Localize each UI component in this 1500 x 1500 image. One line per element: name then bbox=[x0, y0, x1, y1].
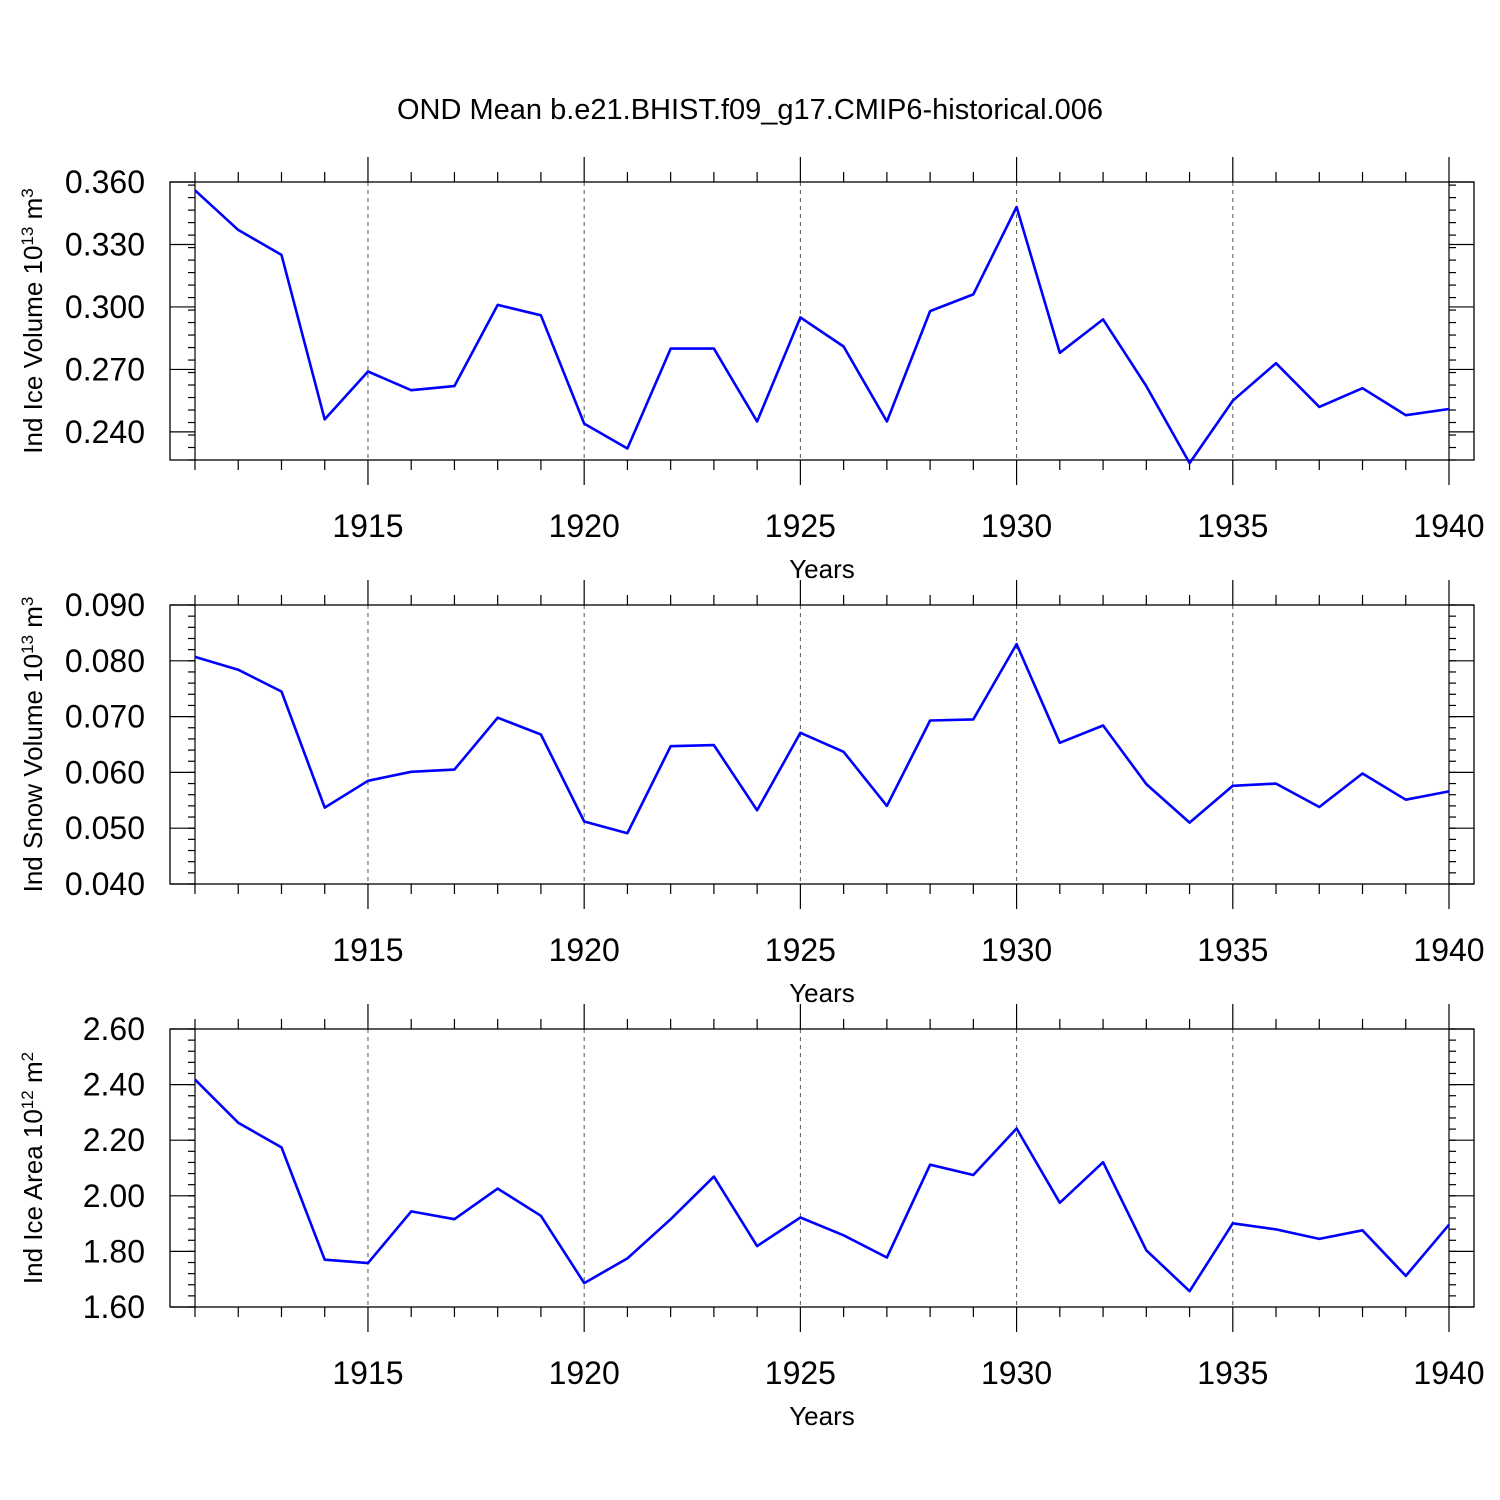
x-tick-label: 1935 bbox=[1197, 1355, 1268, 1391]
x-tick-label: 1915 bbox=[332, 932, 403, 968]
x-tick-label: 1940 bbox=[1413, 932, 1484, 968]
x-tick-label: 1935 bbox=[1197, 508, 1268, 544]
x-tick-label: 1930 bbox=[981, 508, 1052, 544]
y-tick-label: 0.360 bbox=[65, 164, 145, 200]
x-tick-label: 1920 bbox=[549, 932, 620, 968]
plot-frame bbox=[169, 604, 1475, 885]
y-tick-label: 2.20 bbox=[83, 1122, 145, 1158]
x-tick-label: 1925 bbox=[765, 932, 836, 968]
y-tick-label: 1.80 bbox=[83, 1233, 145, 1269]
x-tick-label: 1940 bbox=[1413, 1355, 1484, 1391]
x-tick-label: 1920 bbox=[549, 508, 620, 544]
y-tick-label: 0.240 bbox=[65, 414, 145, 450]
figure-title: OND Mean b.e21.BHIST.f09_g17.CMIP6-histo… bbox=[397, 94, 1103, 126]
y-tick-label: 0.270 bbox=[65, 351, 145, 387]
x-tick-label: 1925 bbox=[765, 1355, 836, 1391]
panel-3: 1.60 1.80 2.00 2.20 2.40 2.60 1915 1920 1925 1930… bbox=[18, 1004, 1485, 1431]
y-tick-label: 0.330 bbox=[65, 226, 145, 262]
panel-1: 0.240 0.270 0.300 0.330 0.360 1915 1920 1925 193… bbox=[18, 157, 1485, 584]
x-tick-label: 1940 bbox=[1413, 508, 1484, 544]
x-tick-label: 1915 bbox=[332, 508, 403, 544]
plot-frame bbox=[169, 181, 1475, 461]
x-tick-label: 1930 bbox=[981, 1355, 1052, 1391]
x-axis-label: Years bbox=[789, 978, 855, 1008]
y-tick-label: 2.40 bbox=[83, 1067, 145, 1103]
panel-2: 0.040 0.050 0.060 0.070 0.080 0.090 1915 1920 19… bbox=[18, 580, 1485, 1008]
series-line bbox=[194, 189, 1450, 465]
series-line bbox=[194, 1078, 1450, 1293]
x-axis-label: Years bbox=[789, 554, 855, 584]
x-tick-label: 1930 bbox=[981, 932, 1052, 968]
y-axis-label: Ind Ice Area 1012 m2 bbox=[18, 1052, 49, 1284]
y-tick-label: 2.00 bbox=[83, 1178, 145, 1214]
x-axis-label: Years bbox=[789, 1401, 855, 1431]
x-tick-label: 1920 bbox=[549, 1355, 620, 1391]
y-tick-label: 1.60 bbox=[83, 1289, 145, 1325]
y-tick-label: 0.040 bbox=[65, 866, 145, 902]
y-tick-label: 0.050 bbox=[65, 810, 145, 846]
x-tick-label: 1915 bbox=[332, 1355, 403, 1391]
y-axis-label: Ind Ice Volume 1013 m3 bbox=[18, 188, 49, 453]
series-line bbox=[194, 642, 1450, 835]
x-tick-label: 1925 bbox=[765, 508, 836, 544]
x-tick-label: 1935 bbox=[1197, 932, 1268, 968]
y-tick-label: 2.60 bbox=[83, 1011, 145, 1047]
y-tick-label: 0.060 bbox=[65, 754, 145, 790]
y-tick-label: 0.090 bbox=[65, 587, 145, 623]
y-tick-label: 0.300 bbox=[65, 289, 145, 325]
y-tick-label: 0.080 bbox=[65, 643, 145, 679]
plot-frame bbox=[169, 1028, 1475, 1308]
y-axis-label: Ind Snow Volume 1013 m3 bbox=[18, 597, 49, 893]
y-tick-label: 0.070 bbox=[65, 699, 145, 735]
